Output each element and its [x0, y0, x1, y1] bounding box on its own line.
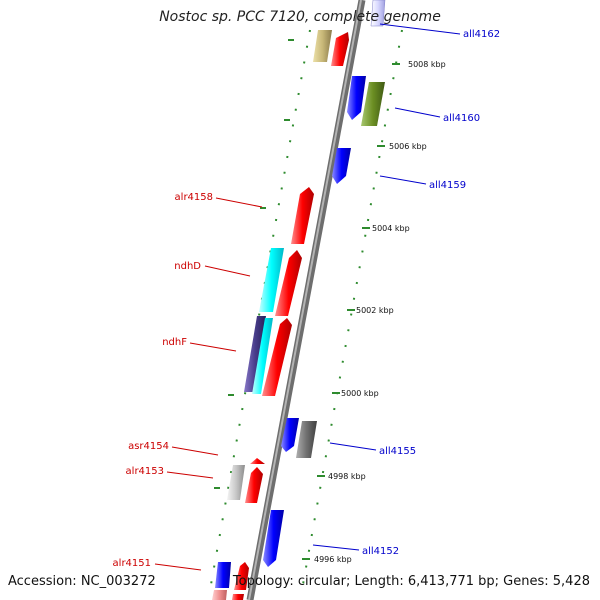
gene-feature-alr4153[interactable] — [245, 467, 263, 503]
gene-label-ndhF[interactable]: ndhF — [162, 337, 187, 348]
coordinate-label-5006: 5006 kbp — [389, 142, 427, 151]
gene-feature-all4152[interactable] — [263, 510, 284, 567]
genome-summary-text: Topology: circular; Length: 6,413,771 bp… — [232, 574, 590, 589]
coordinate-label-5008: 5008 kbp — [408, 60, 446, 69]
gene-label-asr4154[interactable]: asr4154 — [128, 441, 169, 452]
coordinate-label-5004: 5004 kbp — [372, 224, 410, 233]
accession-text: Accession: NC_003272 — [8, 574, 156, 589]
gene-label-all4162[interactable]: all4162 — [463, 29, 500, 40]
coordinate-label-5000: 5000 kbp — [341, 389, 379, 398]
gene-feature-all4160[interactable] — [361, 82, 385, 126]
gene-feature-all4155[interactable] — [296, 421, 317, 458]
genome-backbone-highlight — [248, 0, 362, 600]
gene-feature-all4162[interactable] — [370, 0, 386, 27]
map-title: Nostoc sp. PCC 7120, complete genome — [159, 9, 441, 25]
gene-feature-red-bottom[interactable] — [232, 594, 244, 600]
gene-feature-all4160-partner[interactable] — [347, 76, 366, 120]
gene-label-alr4153[interactable]: alr4153 — [126, 466, 164, 477]
coordinate-label-4998: 4998 kbp — [328, 472, 366, 481]
gene-label-alr4151[interactable]: alr4151 — [113, 558, 151, 569]
gene-feature-khaki[interactable] — [313, 30, 332, 62]
coordinate-tick-marks — [214, 39, 400, 560]
gene-feature-red-top[interactable] — [331, 32, 349, 66]
gene-feature-all4155-partner[interactable] — [281, 418, 299, 452]
gene-label-all4160[interactable]: all4160 — [443, 113, 480, 124]
gene-feature-ndhF-cyan[interactable] — [252, 318, 273, 394]
gene-feature-alr4151[interactable] — [234, 562, 249, 590]
gene-label-alr4158[interactable]: alr4158 — [175, 192, 213, 203]
gene-feature-pink[interactable] — [212, 590, 227, 600]
gene-feature-alr4151-blue[interactable] — [215, 562, 231, 588]
gene-label-ndhD[interactable]: ndhD — [174, 261, 201, 272]
gene-feature-alr4158[interactable] — [291, 187, 314, 244]
gene-feature-asr4154[interactable] — [250, 458, 265, 464]
gene-feature-ndhD[interactable] — [275, 250, 302, 316]
gene-leader-lines — [154, 23, 461, 571]
gene-label-all4152[interactable]: all4152 — [362, 546, 399, 557]
gene-feature-ndhF[interactable] — [262, 318, 292, 396]
gene-feature-all4159[interactable] — [332, 148, 351, 184]
gene-feature-ndhF-indigo[interactable] — [244, 316, 266, 392]
gene-feature-alr4153-silver[interactable] — [227, 465, 245, 500]
coordinate-label-5002: 5002 kbp — [356, 306, 394, 315]
gene-label-all4159[interactable]: all4159 — [429, 180, 466, 191]
coordinate-label-4996: 4996 kbp — [314, 555, 352, 564]
gene-feature-ndhD-cyan[interactable] — [259, 248, 284, 312]
gene-label-all4155[interactable]: all4155 — [379, 446, 416, 457]
